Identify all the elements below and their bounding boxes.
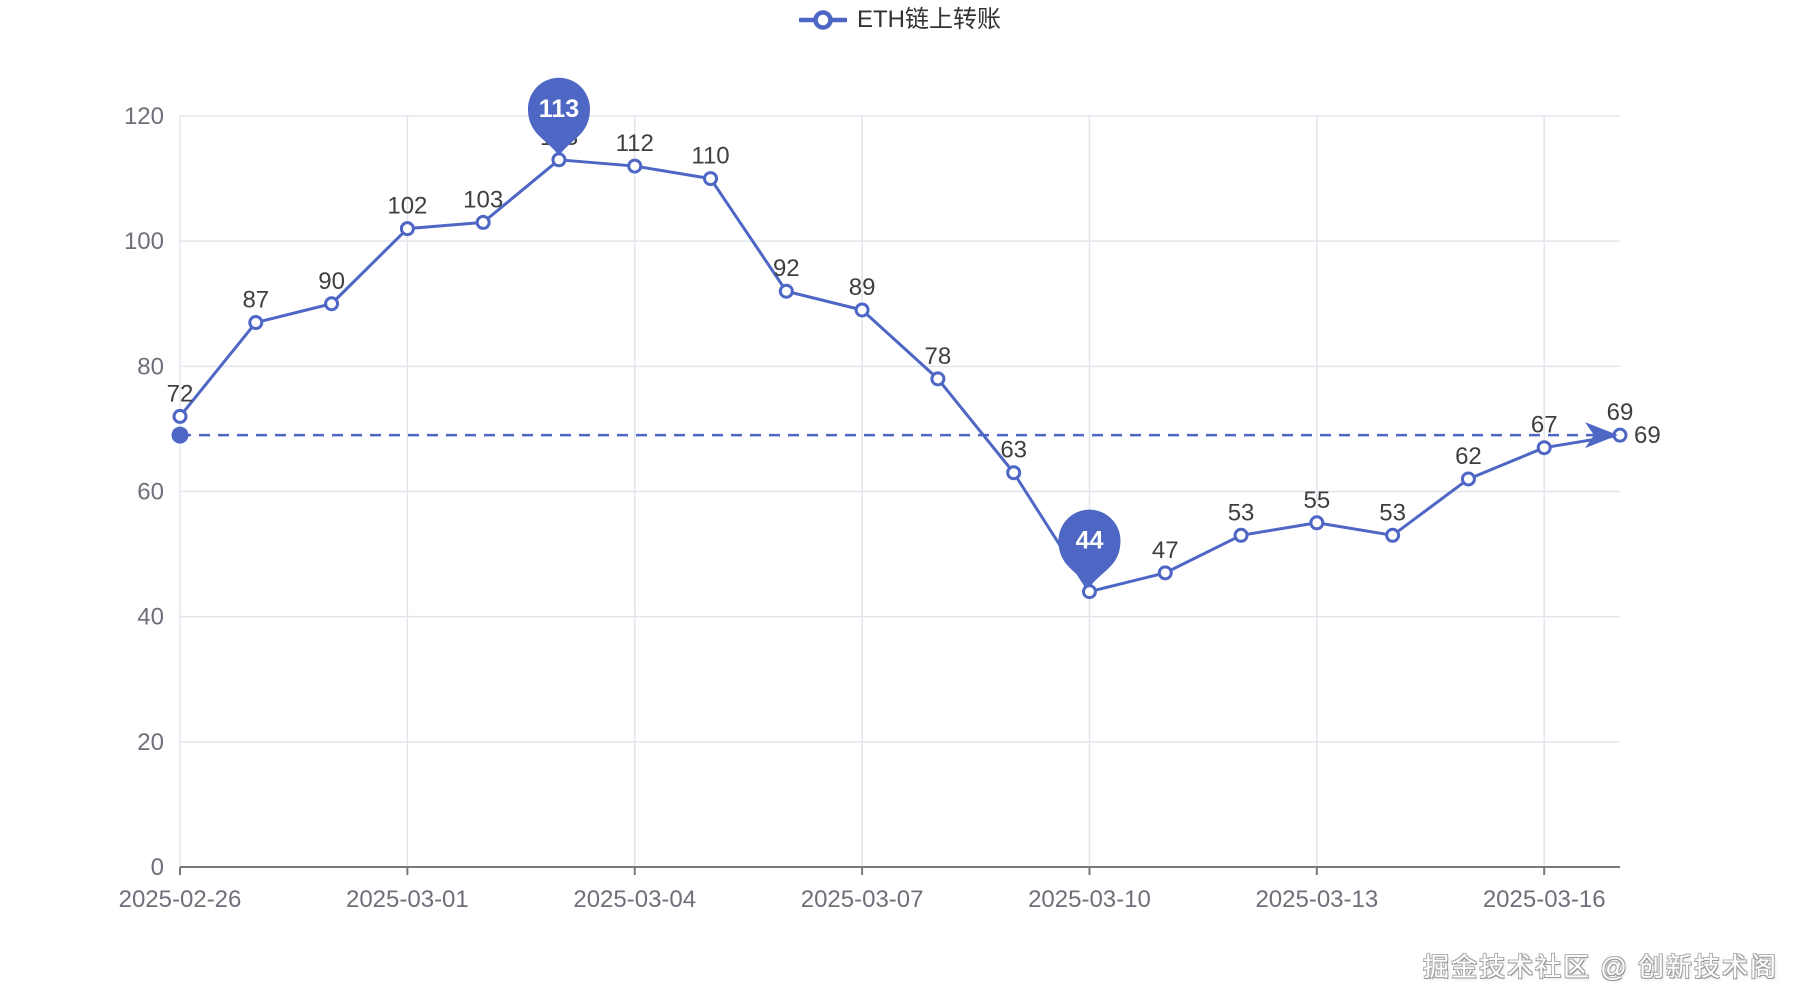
y-axis-tick-label: 80	[137, 353, 164, 380]
markline-value-label: 69	[1634, 422, 1661, 449]
data-label: 89	[849, 274, 876, 301]
x-axis-tick-label: 2025-02-26	[119, 886, 242, 913]
data-label: 63	[1000, 437, 1027, 464]
data-point[interactable]	[1385, 527, 1401, 543]
data-label: 69	[1607, 399, 1634, 426]
data-label: 112	[616, 130, 654, 157]
legend-eth-transfers[interactable]: ETH链上转账	[799, 6, 1001, 34]
data-point[interactable]	[399, 221, 415, 237]
markpoint-value-label: 44	[1076, 527, 1104, 555]
x-axis-tick-label: 2025-03-16	[1483, 886, 1606, 913]
data-point[interactable]	[1460, 471, 1476, 487]
x-axis-tick-label: 2025-03-13	[1255, 886, 1378, 913]
data-label: 78	[925, 343, 952, 370]
x-axis-tick-label: 2025-03-07	[801, 886, 924, 913]
data-point[interactable]	[703, 171, 719, 187]
data-point[interactable]	[1157, 565, 1173, 581]
markpoint-pin-icon	[527, 77, 590, 156]
data-label: 102	[387, 193, 427, 220]
data-label: 55	[1303, 487, 1330, 514]
data-point[interactable]	[475, 214, 491, 230]
markline-arrow	[1585, 422, 1618, 449]
x-axis-tick-label: 2025-03-10	[1028, 886, 1151, 913]
data-point[interactable]	[172, 408, 188, 424]
x-axis-tick-label: 2025-03-01	[346, 886, 469, 913]
data-point[interactable]	[930, 371, 946, 387]
data-label: 67	[1531, 412, 1558, 439]
data-label: 72	[167, 380, 194, 407]
data-label: 92	[773, 255, 800, 282]
data-label: 87	[242, 287, 269, 314]
data-point[interactable]	[1006, 465, 1022, 481]
data-point[interactable]	[778, 283, 794, 299]
y-axis-tick-label: 0	[151, 854, 164, 881]
data-label: 53	[1228, 499, 1255, 526]
y-axis-tick-label: 120	[124, 103, 164, 130]
data-label: 90	[318, 268, 345, 295]
data-label: 47	[1152, 537, 1179, 564]
legend-label: ETH链上转账	[857, 6, 1001, 33]
y-axis-tick-label: 40	[137, 604, 164, 631]
data-point[interactable]	[854, 302, 870, 318]
watermark: 掘金技术社区 @ 创新技术阁	[1423, 952, 1778, 982]
markpoint-max[interactable]: 113	[527, 77, 590, 156]
data-point[interactable]	[627, 158, 643, 174]
data-label: 110	[691, 143, 729, 170]
markpoint-pin-icon	[1058, 509, 1121, 588]
markpoint-value-label: 113	[539, 95, 579, 123]
y-axis-tick-label: 100	[124, 228, 164, 255]
data-point[interactable]	[1233, 527, 1249, 543]
markpoint-min[interactable]: 44	[1058, 509, 1121, 588]
data-point[interactable]	[324, 296, 340, 312]
data-point[interactable]	[1309, 515, 1325, 531]
series-line	[178, 158, 1622, 594]
markline-start-dot	[171, 426, 189, 444]
data-point[interactable]	[248, 315, 264, 331]
data-label: 62	[1455, 443, 1482, 470]
y-axis-tick-label: 60	[137, 479, 164, 506]
data-label: 53	[1379, 499, 1406, 526]
legend-line-icon	[799, 9, 847, 31]
y-axis-tick-label: 20	[137, 729, 164, 756]
x-axis-tick-label: 2025-03-04	[573, 886, 696, 913]
data-label: 103	[463, 186, 503, 213]
data-point[interactable]	[1536, 440, 1552, 456]
